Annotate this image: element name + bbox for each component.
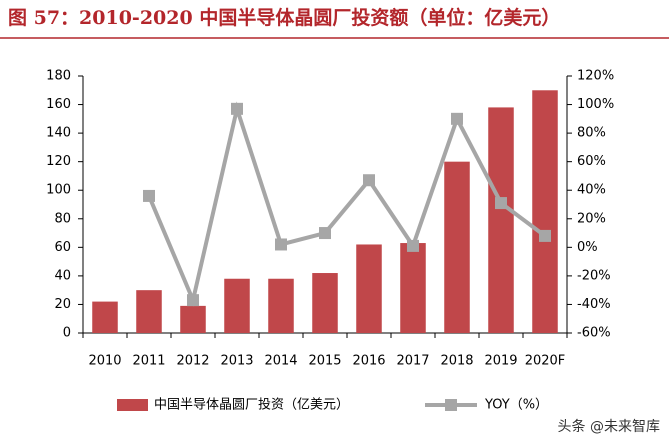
y-tick-label: 20 (54, 297, 71, 312)
y-tick-label: 60 (54, 240, 71, 255)
legend-label: 中国半导体晶圆厂投资（亿美元） (154, 397, 349, 413)
x-tick-label: 2012 (176, 354, 209, 369)
bar (268, 278, 294, 333)
bar (532, 90, 558, 334)
bar (92, 301, 118, 333)
y-tick-label: 0 (63, 326, 71, 341)
bar (400, 243, 426, 333)
chart-title: 图 57：2010-2020 中国半导体晶圆厂投资额（单位：亿美元） (8, 6, 560, 29)
line (147, 101, 547, 307)
bar (312, 273, 338, 333)
x-tick-label: 2016 (352, 354, 385, 369)
line-marker (275, 238, 287, 251)
y-tick-label: 120 (46, 154, 71, 169)
bar (488, 107, 514, 334)
legend-label: YOY（%） (484, 398, 548, 413)
x-tick-label: 2017 (396, 354, 429, 369)
x-tick-label: 2018 (440, 354, 473, 369)
y-tick-label: 180 (46, 69, 71, 84)
y2-tick-label: -60% (577, 326, 611, 341)
line-marker (231, 102, 243, 115)
line-marker (319, 227, 331, 240)
line-marker (363, 174, 375, 187)
y2-tick-label: -40% (577, 297, 611, 312)
line-marker (495, 197, 507, 210)
x-tick-label: 2019 (484, 354, 517, 369)
x-tick-label: 2015 (308, 354, 341, 369)
y2-tick-label: 20% (577, 211, 606, 226)
y-tick-label: 160 (46, 97, 71, 112)
x-tick-label: 2010 (88, 354, 121, 369)
y-tick-label: 80 (54, 211, 71, 226)
x-tick-label: 2020F (525, 354, 566, 369)
line-marker (187, 294, 199, 307)
watermark: 头条 @未来智库 (558, 418, 660, 435)
y-tick-label: 140 (46, 126, 71, 141)
y2-tick-label: 100% (577, 97, 614, 112)
x-tick-label: 2014 (264, 354, 297, 369)
bar (136, 290, 162, 333)
line-marker (451, 112, 463, 125)
x-tick-label: 2011 (132, 354, 165, 369)
line-marker (143, 189, 155, 202)
bar (180, 305, 206, 333)
y2-tick-label: 0% (577, 240, 598, 255)
y2-tick-label: 120% (577, 69, 614, 84)
bar (444, 161, 470, 333)
legend-marker (445, 399, 457, 411)
bar (224, 278, 250, 333)
y2-tick-label: 60% (577, 154, 606, 169)
y2-tick-label: -20% (577, 268, 611, 283)
y2-tick-label: 40% (577, 183, 606, 198)
bar (356, 244, 382, 333)
line-marker (407, 239, 419, 252)
line-marker (539, 229, 551, 242)
x-tick-label: 2013 (220, 354, 253, 369)
y-tick-label: 100 (46, 183, 71, 198)
y-tick-label: 40 (54, 268, 71, 283)
legend-swatch (117, 399, 148, 411)
y2-tick-label: 80% (577, 126, 606, 141)
